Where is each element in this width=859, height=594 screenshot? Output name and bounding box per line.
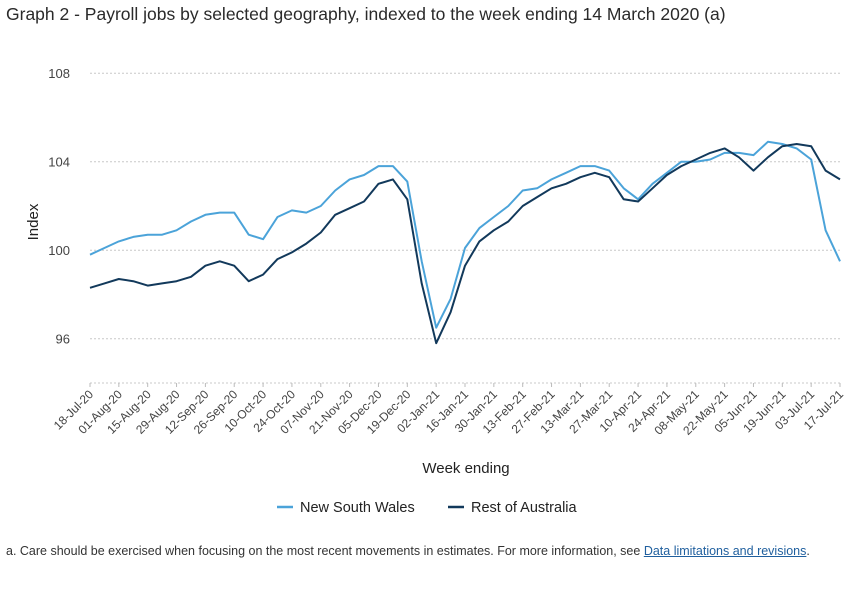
footnote: a. Care should be exercised when focusin… <box>6 540 846 563</box>
footnote-text: a. Care should be exercised when focusin… <box>6 544 644 558</box>
series-line-new-south-wales <box>89 140 841 329</box>
y-axis-ticks: 96 100 104 108 <box>48 66 70 347</box>
legend-label-rest-of-australia: Rest of Australia <box>471 500 578 516</box>
y-tick-label: 96 <box>56 332 70 347</box>
chart-title: Graph 2 - Payroll jobs by selected geogr… <box>6 4 726 24</box>
y-tick-label: 100 <box>48 243 70 258</box>
legend-label-new-south-wales: New South Wales <box>300 500 415 516</box>
x-axis-ticks: 18-Jul-2001-Aug-2015-Aug-2029-Aug-2012-S… <box>51 383 846 438</box>
y-axis-label: Index <box>25 203 42 240</box>
legend: New South Wales Rest of Australia <box>277 500 578 516</box>
y-tick-label: 108 <box>48 66 70 81</box>
y-tick-label: 104 <box>48 155 70 170</box>
footnote-end: . <box>806 544 810 558</box>
series-line-rest-of-australia <box>89 143 841 345</box>
x-axis-label: Week ending <box>422 460 509 477</box>
data-limitations-link[interactable]: Data limitations and revisions <box>643 544 807 558</box>
line-chart: 96 100 104 108 18-Jul-2001-Aug-2015-Aug-202… <box>25 66 846 516</box>
gridlines <box>90 72 840 384</box>
series-lines <box>89 140 841 345</box>
